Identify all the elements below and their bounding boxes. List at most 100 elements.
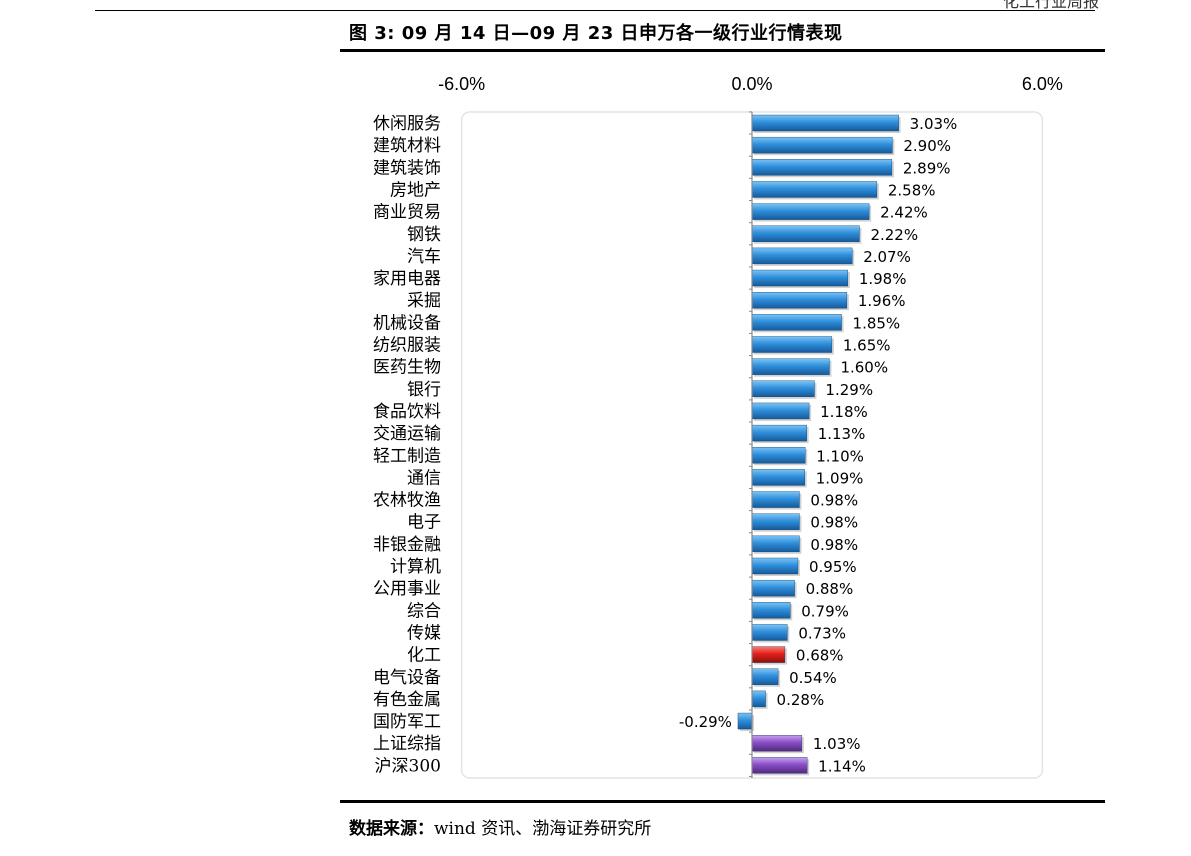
category-label: 计算机 (390, 557, 441, 577)
category-label: 上证综指 (373, 734, 441, 754)
category-label: 公用事业 (373, 579, 441, 599)
category-label: 化工 (407, 646, 441, 666)
value-label: 0.28% (777, 691, 825, 709)
bar (751, 579, 795, 597)
category-label: 沪深300 (375, 756, 441, 776)
value-label: 2.07% (863, 248, 911, 266)
value-label: 1.18% (820, 403, 868, 421)
value-label: 2.58% (888, 181, 936, 199)
value-label: 0.79% (801, 602, 849, 620)
bar (751, 535, 800, 553)
bar (751, 336, 833, 353)
bar (751, 513, 800, 530)
bar (737, 712, 753, 730)
x-tick-label: -6.0% (438, 74, 485, 94)
bar (751, 181, 878, 198)
bar (751, 203, 870, 220)
bar (751, 646, 786, 663)
bar (751, 757, 808, 774)
category-label: 轻工制造 (373, 446, 441, 466)
figure-top-rule (340, 49, 1105, 52)
category-label: 非银金融 (373, 535, 441, 555)
category-label: 汽车 (407, 247, 441, 267)
category-label: 综合 (407, 601, 441, 621)
value-label: 1.13% (818, 425, 866, 443)
x-tick-label: 0.0% (731, 74, 772, 94)
value-label: 0.98% (810, 492, 858, 510)
value-label: 0.73% (798, 624, 846, 642)
category-label: 传媒 (407, 623, 441, 643)
source-text: wind 资讯、渤海证券研究所 (434, 819, 652, 839)
bar (751, 668, 779, 685)
value-label: 1.96% (858, 292, 906, 310)
category-label: 建筑装饰 (373, 158, 441, 178)
value-label: 0.98% (810, 514, 858, 532)
bar (751, 358, 830, 375)
value-label: 0.95% (809, 558, 857, 576)
value-label: 2.42% (880, 204, 928, 222)
category-label: 电气设备 (373, 668, 441, 688)
source-label: 数据来源： (349, 819, 434, 839)
bar (751, 557, 799, 575)
bar (751, 491, 800, 508)
category-label: 交通运输 (373, 424, 441, 444)
category-label: 休闲服务 (373, 114, 441, 134)
category-label: 国防军工 (373, 712, 441, 732)
bar (751, 424, 807, 442)
bar (751, 624, 788, 641)
value-label: 1.85% (853, 314, 901, 332)
value-label: 2.89% (903, 159, 951, 177)
category-label: 有色金属 (373, 690, 441, 710)
value-label: 1.29% (825, 381, 873, 399)
category-label: 家用电器 (373, 269, 441, 289)
bar (751, 690, 766, 708)
bar (751, 602, 791, 619)
figure-bottom-rule (340, 800, 1105, 803)
x-tick-label: 6.0% (1022, 74, 1063, 94)
bar (751, 136, 893, 154)
category-label: 商业贸易 (373, 203, 441, 223)
figure-title: 图 3: 09 月 14 日—09 月 23 日申万各一级行业行情表现 (349, 23, 843, 44)
category-label: 建筑材料 (373, 136, 441, 156)
category-label: 食品饮料 (373, 402, 441, 422)
value-label: -0.29% (679, 713, 732, 731)
value-label: 1.10% (816, 447, 864, 465)
value-label: 0.68% (796, 647, 844, 665)
value-label: 0.98% (810, 536, 858, 554)
bar (751, 447, 806, 464)
bar (751, 314, 842, 331)
value-labels: 3.03% 2.90% 2.89% 2.58% 2.42% 2.22% 2.07% 1.98%… (679, 115, 957, 775)
value-label: 0.88% (806, 580, 854, 598)
category-label: 医药生物 (373, 358, 441, 378)
bar (751, 225, 860, 242)
category-label: 电子 (407, 513, 441, 533)
x-axis-ticks: -6.0% 0.0% 6.0% (438, 74, 1063, 94)
category-label: 钢铁 (407, 225, 441, 245)
page-top-rule (95, 10, 1095, 11)
bar (751, 735, 803, 752)
bar (751, 269, 849, 287)
value-label: 1.65% (843, 337, 891, 355)
bar (751, 380, 815, 397)
value-label: 1.03% (813, 735, 861, 753)
bar (751, 292, 848, 309)
category-label: 采掘 (407, 291, 441, 311)
value-label: 2.90% (903, 137, 951, 155)
category-label: 机械设备 (373, 313, 441, 333)
bars (737, 114, 901, 776)
bar (751, 247, 853, 265)
value-label: 1.09% (816, 469, 864, 487)
category-label: 农林牧渔 (373, 491, 441, 511)
value-label: 0.54% (789, 669, 837, 687)
category-label: 银行 (407, 380, 441, 400)
value-label: 2.22% (870, 226, 918, 244)
page-header-text: 化工行业周报 (1002, 0, 1099, 11)
bar (751, 469, 805, 486)
value-label: 3.03% (910, 115, 958, 133)
value-label: 1.14% (818, 757, 866, 775)
source-note: 数据来源：wind 资讯、渤海证券研究所 (349, 814, 651, 839)
value-label: 1.98% (859, 270, 907, 288)
bar (751, 159, 893, 176)
category-label: 房地产 (390, 180, 441, 200)
